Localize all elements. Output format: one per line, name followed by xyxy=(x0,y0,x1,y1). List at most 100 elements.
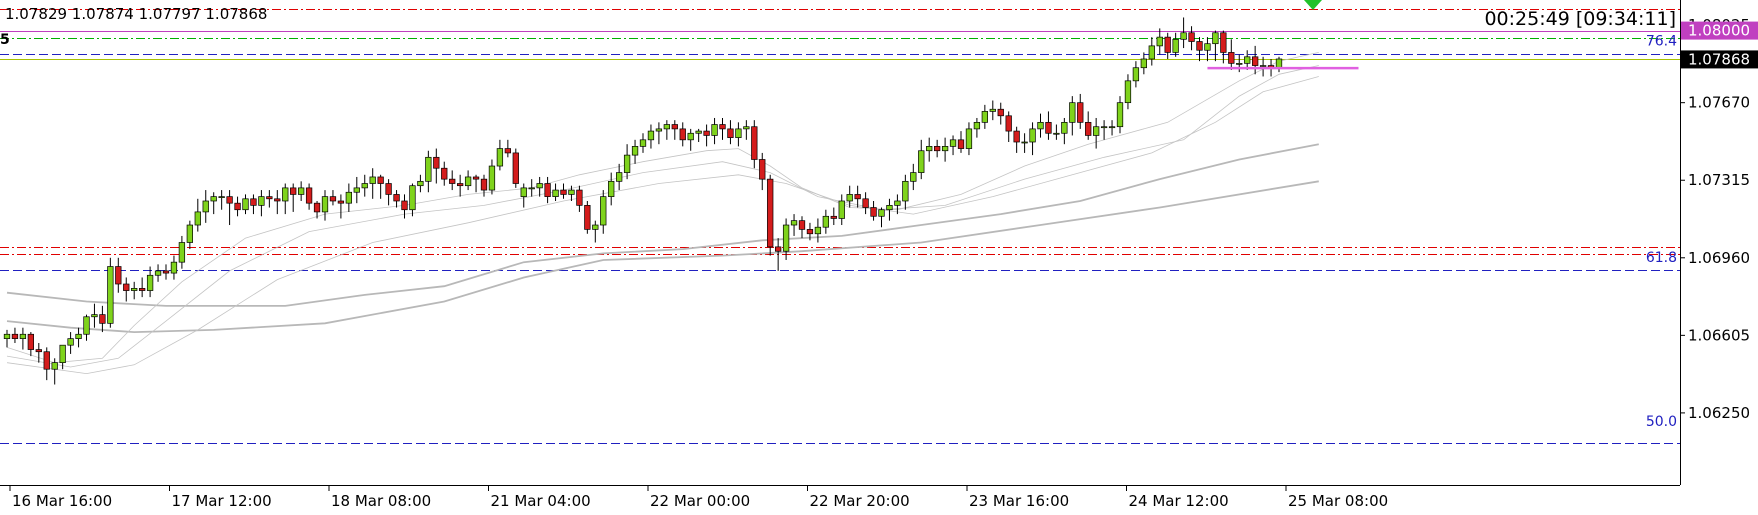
candle-body xyxy=(639,139,647,147)
candle-body xyxy=(751,126,758,160)
candle-body xyxy=(433,156,440,169)
candle-body xyxy=(711,124,718,136)
candle-body xyxy=(393,194,400,202)
candle-body xyxy=(1069,102,1076,123)
candle-body xyxy=(75,333,82,339)
candle-body xyxy=(123,283,130,291)
candle-body xyxy=(457,183,464,187)
candle-body xyxy=(35,349,42,353)
fib-level-label: 50.0 xyxy=(1646,414,1677,430)
candle-body xyxy=(131,288,138,291)
price-tag-background xyxy=(1681,21,1758,40)
candle-body xyxy=(250,198,257,206)
candle-body xyxy=(695,130,702,134)
candle-body xyxy=(441,167,448,180)
candle-body xyxy=(512,152,519,184)
candle-body xyxy=(178,242,186,263)
time-tick-label: 22 Mar 00:00 xyxy=(650,492,750,510)
candle-body xyxy=(1077,102,1084,123)
candle-body xyxy=(647,130,655,141)
moving-average-line xyxy=(6,76,1319,375)
candle-body xyxy=(139,288,146,291)
candle-body xyxy=(671,124,678,130)
candle-body xyxy=(1100,126,1108,129)
candle-body xyxy=(623,154,631,173)
candle-body xyxy=(369,176,376,184)
candle-body xyxy=(1228,52,1235,64)
candle-body xyxy=(234,202,241,211)
time-tick-label: 24 Mar 12:00 xyxy=(1129,492,1229,510)
candle-body xyxy=(615,172,623,182)
candle-body xyxy=(194,211,201,226)
candle-body xyxy=(830,215,837,219)
candle-body xyxy=(743,126,750,130)
candle-body xyxy=(973,121,981,130)
candle-body xyxy=(19,333,27,339)
candle-body xyxy=(1013,130,1020,143)
candle-body xyxy=(989,108,996,112)
candle-body xyxy=(43,351,50,370)
price-axis: 1.080251.076701.073151.069601.066051.062… xyxy=(1680,16,1750,422)
candle-body xyxy=(965,128,973,149)
candle-body xyxy=(337,200,345,204)
candle-body xyxy=(576,189,583,206)
candle-body xyxy=(115,266,122,285)
candle-body xyxy=(488,165,496,191)
candle-body xyxy=(67,338,74,346)
moving-average-line xyxy=(6,180,1319,334)
price-tag-label: 1.08000 xyxy=(1688,22,1750,40)
candle-body xyxy=(298,187,305,195)
candle-body xyxy=(496,148,504,167)
time-tick-label: 21 Mar 04:00 xyxy=(491,492,591,510)
candle-body xyxy=(1092,126,1100,136)
candle-body xyxy=(146,274,154,291)
down-arrow-icon xyxy=(1304,0,1322,10)
symbol-fragment: 5 xyxy=(0,32,10,48)
candle-body xyxy=(417,180,424,187)
candle-body xyxy=(981,111,988,123)
candle-body xyxy=(3,333,11,339)
candle-body xyxy=(51,362,58,370)
moving-averages xyxy=(6,52,1319,375)
candle-body xyxy=(504,148,511,154)
candle-body xyxy=(449,178,456,184)
time-tick-label: 18 Mar 08:00 xyxy=(331,492,431,510)
candle-body xyxy=(425,156,432,182)
time-tick-label: 17 Mar 12:00 xyxy=(172,492,272,510)
candle-body xyxy=(1220,32,1227,53)
candle-body xyxy=(608,180,615,197)
fibonacci-labels: 76.4 61.8 50.0 xyxy=(1646,33,1677,430)
candle-body xyxy=(870,207,877,217)
horizontal-levels xyxy=(0,9,1680,444)
moving-average-line xyxy=(6,52,1319,364)
ohlc-readout: 1.07829 1.07874 1.07797 1.07868 xyxy=(5,5,267,23)
price-tick-label: 1.06250 xyxy=(1688,404,1750,422)
candle-body xyxy=(1275,58,1283,69)
candle-body xyxy=(480,178,488,191)
candle-body xyxy=(1061,121,1068,134)
candle-body xyxy=(1236,63,1243,65)
candle-body xyxy=(321,196,329,213)
candle-body xyxy=(560,189,567,195)
candle-body xyxy=(107,266,114,324)
candle-body xyxy=(894,200,901,206)
price-tick-label: 1.06605 xyxy=(1688,326,1750,344)
candle-body xyxy=(957,139,965,149)
candle-body xyxy=(1244,56,1251,64)
candle-body xyxy=(592,224,599,230)
candle-body xyxy=(99,314,106,324)
candle-body xyxy=(822,215,829,228)
candle-body xyxy=(774,246,782,252)
candle-body xyxy=(631,146,639,156)
candle-body xyxy=(1116,102,1124,128)
candle-body xyxy=(854,194,861,200)
candle-body xyxy=(1172,38,1179,53)
candle-body xyxy=(528,187,535,190)
candle-body xyxy=(727,128,734,138)
time-tick-label: 25 Mar 08:00 xyxy=(1288,492,1388,510)
candle-body xyxy=(186,224,194,243)
candle-body xyxy=(258,196,265,206)
price-tag-label: 1.07868 xyxy=(1688,50,1750,68)
